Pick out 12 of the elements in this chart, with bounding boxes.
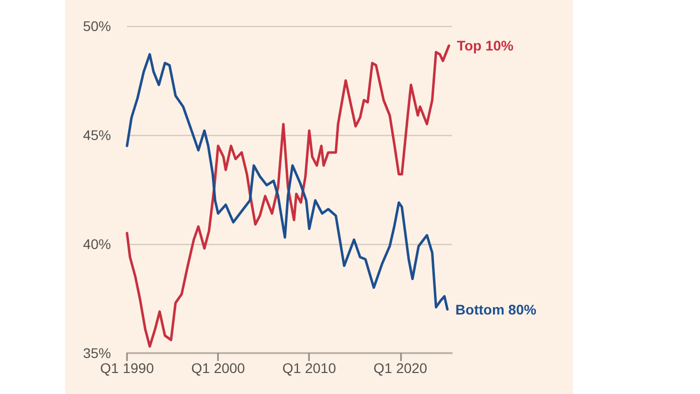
y-tick-label: 45% <box>82 127 111 143</box>
y-tick-label: 35% <box>82 345 111 361</box>
y-tick-label: 40% <box>82 236 111 252</box>
series-label: Top 10% <box>456 38 514 54</box>
x-tick-label: Q1 2020 <box>374 360 428 376</box>
line-series <box>126 53 449 311</box>
x-tick-label: Q1 1990 <box>100 360 154 376</box>
line-series <box>126 44 450 348</box>
series-label: Bottom 80% <box>455 301 537 318</box>
x-tick-label: Q1 2010 <box>282 360 336 376</box>
y-tick-label: 50% <box>82 18 111 34</box>
x-tick-label: Q1 2000 <box>191 360 246 376</box>
